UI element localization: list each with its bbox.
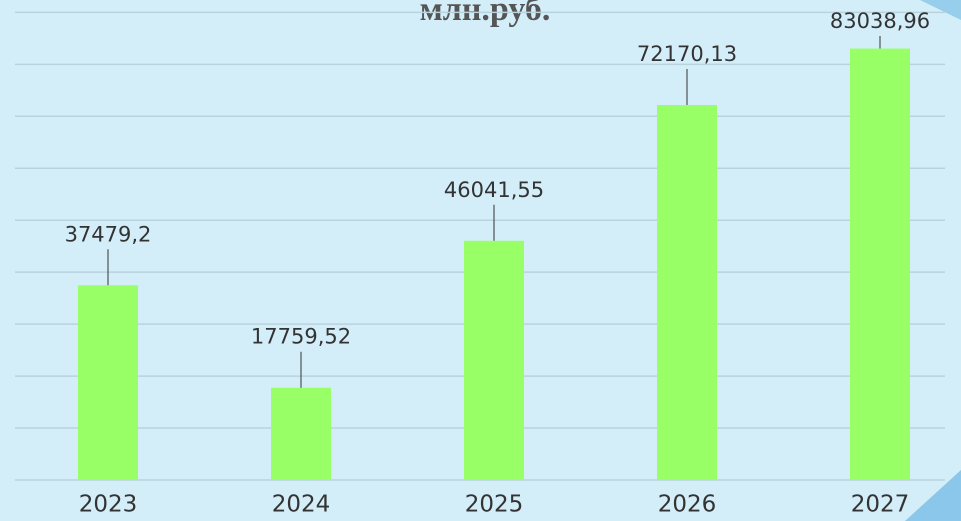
- x-tick-label: 2027: [851, 492, 910, 518]
- bar: [850, 48, 910, 481]
- bar: [657, 105, 717, 480]
- data-label: 83038,96: [830, 9, 930, 33]
- x-tick-label: 2025: [465, 492, 524, 518]
- x-tick-label: 2026: [658, 492, 717, 518]
- bar: [271, 387, 331, 480]
- x-tick-label: 2023: [79, 492, 138, 518]
- data-label: 72170,13: [637, 42, 737, 66]
- corner-decoration: [920, 0, 961, 20]
- data-label: 46041,55: [444, 178, 544, 202]
- corner-decoration: [905, 470, 961, 521]
- bar: [464, 240, 524, 480]
- data-label: 17759,52: [251, 325, 351, 349]
- data-label: 37479,2: [65, 222, 152, 246]
- chart-title: млн.руб.: [420, 0, 551, 28]
- bar: [78, 285, 138, 480]
- x-tick-label: 2024: [272, 492, 331, 518]
